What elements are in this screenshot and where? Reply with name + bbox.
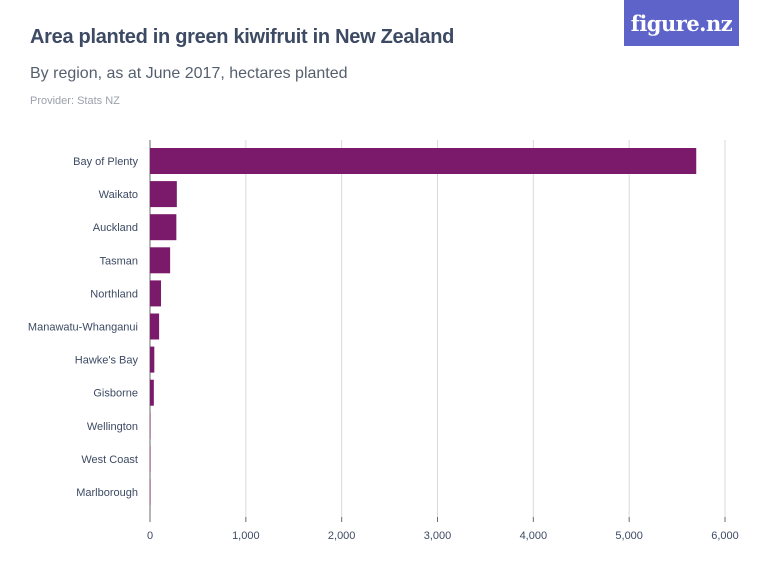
- bar[interactable]: [150, 379, 154, 406]
- category-label: Auckland: [93, 222, 138, 234]
- x-tick-label: 6,000: [711, 530, 739, 542]
- bar[interactable]: [150, 346, 155, 373]
- x-tick-label: 3,000: [424, 530, 452, 542]
- category-labels: Bay of Plenty Waikato Auckland Tasman Northl…: [28, 156, 139, 499]
- bar[interactable]: [150, 214, 177, 241]
- category-label: Wellington: [87, 421, 138, 433]
- bar[interactable]: [150, 412, 151, 439]
- category-label: Northland: [90, 288, 138, 300]
- x-axis-ticks: 0 1,000 2,000 3,000 4,000 5,000 6,000: [147, 517, 739, 542]
- category-label: Gisborne: [93, 388, 138, 400]
- category-label: Marlborough: [76, 487, 138, 499]
- bar[interactable]: [150, 479, 151, 505]
- category-label: Tasman: [99, 255, 138, 267]
- bar[interactable]: [150, 247, 171, 274]
- gridlines: [149, 140, 726, 517]
- category-label: West Coast: [81, 454, 138, 466]
- x-tick-label: 4,000: [520, 530, 548, 542]
- category-label: Hawke's Bay: [75, 355, 139, 367]
- category-label: Manawatu-Whanganui: [28, 322, 138, 334]
- x-tick-label: 0: [147, 530, 153, 542]
- category-label: Waikato: [99, 189, 138, 201]
- bars: [150, 148, 697, 505]
- category-label: Bay of Plenty: [73, 156, 138, 168]
- figure-nz-logo[interactable]: figure.nz: [624, 0, 739, 46]
- x-tick-label: 2,000: [328, 530, 356, 542]
- bar[interactable]: [150, 280, 162, 307]
- chart-title: Area planted in green kiwifruit in New Z…: [30, 26, 455, 48]
- chart-subtitle: By region, as at June 2017, hectares pla…: [30, 65, 348, 82]
- bar[interactable]: [150, 445, 151, 472]
- bar[interactable]: [150, 313, 160, 340]
- bar[interactable]: [150, 148, 697, 174]
- bar[interactable]: [150, 181, 177, 208]
- x-tick-label: 5,000: [615, 530, 643, 542]
- provider-note: Provider: Stats NZ: [30, 95, 120, 107]
- x-tick-label: 1,000: [232, 530, 260, 542]
